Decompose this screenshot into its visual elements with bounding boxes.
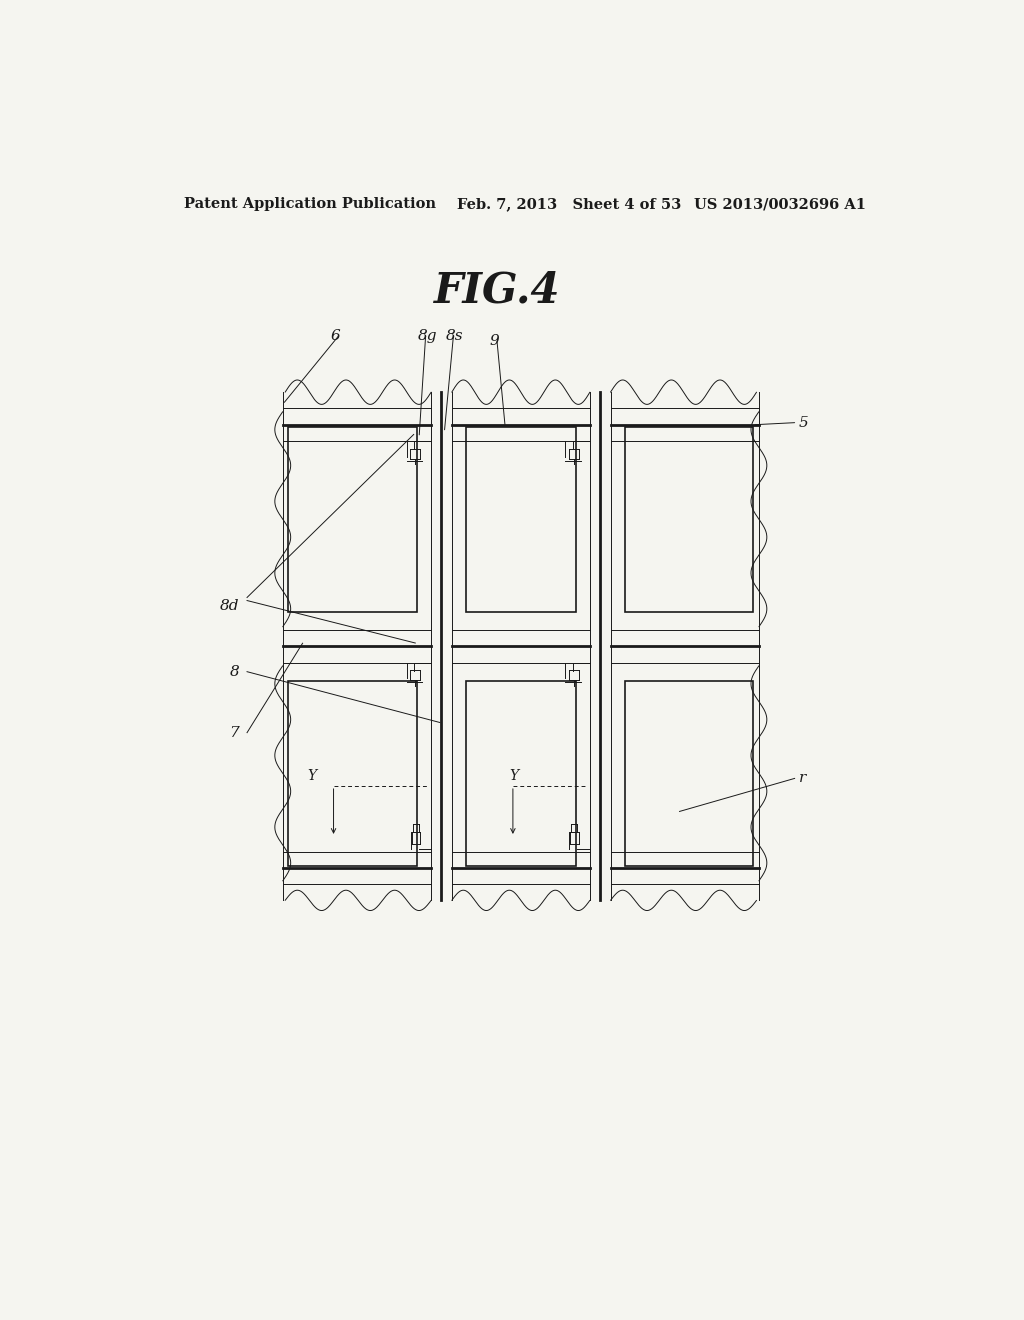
Text: FIG.4: FIG.4 <box>434 269 560 312</box>
Bar <box>289 681 417 866</box>
Text: Feb. 7, 2013   Sheet 4 of 53: Feb. 7, 2013 Sheet 4 of 53 <box>458 197 682 211</box>
Text: 8: 8 <box>229 665 240 678</box>
Text: 8d: 8d <box>219 598 240 612</box>
Text: Patent Application Publication: Patent Application Publication <box>183 197 435 211</box>
Text: Y: Y <box>509 770 518 783</box>
Text: 7: 7 <box>229 726 240 739</box>
Text: 5: 5 <box>799 416 808 430</box>
Bar <box>466 681 575 866</box>
Bar <box>466 426 575 611</box>
Text: 8s: 8s <box>445 329 463 343</box>
Bar <box>625 681 754 866</box>
Text: US 2013/0032696 A1: US 2013/0032696 A1 <box>694 197 866 211</box>
Bar <box>625 426 754 611</box>
Text: r: r <box>799 771 806 785</box>
Text: 8g: 8g <box>418 329 437 343</box>
Text: Y: Y <box>307 770 316 783</box>
Bar <box>289 426 417 611</box>
Text: 6: 6 <box>331 329 340 343</box>
Text: 9: 9 <box>489 334 499 348</box>
